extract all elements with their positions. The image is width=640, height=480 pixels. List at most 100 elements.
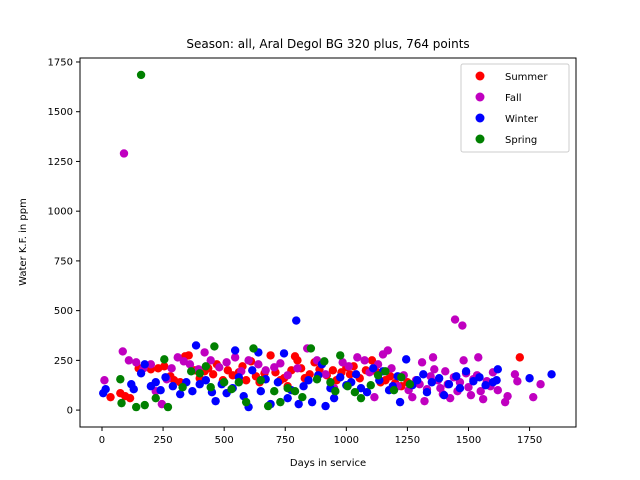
x-tick-label: 1250 — [395, 435, 420, 446]
data-point-fall — [430, 365, 439, 374]
data-point-winter — [401, 355, 411, 364]
data-point-winter — [292, 316, 301, 325]
data-point-fall — [458, 321, 467, 330]
data-point-summer — [345, 370, 355, 379]
data-point-spring — [356, 393, 366, 403]
y-tick-label: 0 — [67, 406, 73, 417]
x-axis-label: Days in service — [290, 458, 366, 469]
data-point-winter — [547, 370, 556, 379]
points-layer — [99, 70, 556, 412]
data-point-winter — [294, 399, 303, 409]
data-point-winter — [201, 376, 211, 385]
data-point-spring — [178, 383, 187, 392]
data-point-fall — [476, 386, 485, 396]
data-point-summer — [328, 366, 338, 375]
data-point-fall — [510, 370, 520, 379]
data-point-winter — [168, 382, 178, 391]
data-point-spring — [163, 402, 173, 412]
data-point-winter — [304, 376, 313, 385]
data-point-fall — [321, 370, 330, 379]
data-point-winter — [156, 386, 165, 395]
data-point-winter — [273, 378, 283, 387]
data-point-winter — [419, 370, 428, 379]
data-point-fall — [370, 392, 379, 402]
data-point-fall — [206, 356, 215, 365]
data-point-winter — [452, 372, 461, 381]
legend-box — [460, 63, 570, 153]
data-point-summer — [184, 351, 193, 360]
data-point-winter — [525, 374, 534, 383]
data-point-fall — [353, 353, 362, 362]
data-point-fall — [417, 358, 427, 367]
x-tick-label: 0 — [99, 435, 105, 446]
x-axis: 0 250 500 750 1000 1250 1500 1750 — [99, 427, 542, 446]
data-point-spring — [283, 384, 292, 393]
data-point-winter — [279, 349, 289, 358]
data-point-winter — [307, 397, 317, 407]
data-point-winter — [427, 378, 437, 387]
x-tick-label: 1500 — [456, 435, 481, 446]
plot-frame — [79, 57, 577, 428]
data-point-fall — [529, 392, 538, 402]
data-point-winter — [455, 384, 465, 393]
data-point-winter — [444, 380, 454, 389]
chart-title: Season: all, Aral Degol BG 320 plus, 764… — [186, 37, 469, 51]
data-point-fall — [441, 367, 450, 376]
data-point-summer — [125, 393, 135, 403]
data-point-spring — [405, 380, 415, 389]
data-point-spring — [219, 378, 229, 387]
data-point-summer — [266, 351, 275, 360]
data-point-winter — [461, 367, 471, 376]
data-point-fall — [408, 392, 417, 402]
data-point-spring — [210, 342, 219, 351]
data-point-winter — [140, 360, 149, 369]
data-point-spring — [331, 386, 340, 396]
y-tick-label: 1500 — [48, 107, 73, 118]
data-point-winter — [434, 374, 444, 383]
data-point-spring — [201, 362, 211, 371]
legend-label-winter: Winter — [505, 114, 539, 125]
x-tick-label: 1750 — [517, 435, 542, 446]
data-point-fall — [383, 346, 393, 355]
data-point-winter — [412, 376, 422, 385]
data-point-spring — [186, 367, 196, 376]
data-point-winter — [129, 385, 138, 394]
data-point-fall — [270, 363, 279, 372]
data-point-spring — [227, 385, 236, 394]
data-point-spring — [234, 378, 244, 387]
data-point-spring — [116, 375, 125, 384]
data-point-fall — [464, 383, 473, 392]
data-point-winter — [492, 376, 501, 385]
data-point-winter — [161, 373, 170, 382]
data-point-spring — [373, 371, 383, 380]
data-point-spring — [195, 369, 204, 378]
x-tick-label: 750 — [276, 435, 295, 446]
data-point-spring — [270, 386, 279, 396]
x-tick-label: 250 — [154, 435, 173, 446]
legend-label-spring: Spring — [505, 135, 537, 146]
data-point-winter — [329, 393, 339, 403]
data-point-winter — [321, 401, 330, 411]
data-point-fall — [428, 353, 438, 362]
data-point-fall — [215, 363, 224, 372]
data-point-fall — [222, 358, 231, 367]
data-point-winter — [136, 369, 146, 378]
data-point-spring — [366, 381, 375, 390]
data-point-winter — [351, 370, 361, 379]
y-tick-label: 1750 — [48, 57, 73, 68]
data-point-spring — [290, 386, 300, 396]
data-point-fall — [254, 360, 263, 369]
data-point-winter — [422, 387, 432, 397]
data-point-winter — [188, 386, 197, 396]
legend-marker-winter — [475, 113, 485, 123]
y-tick-label: 750 — [54, 256, 73, 267]
data-point-spring — [132, 402, 141, 412]
data-point-fall — [474, 353, 483, 362]
data-point-spring — [389, 386, 399, 395]
legend-marker-spring — [475, 134, 485, 144]
data-point-fall — [118, 347, 127, 356]
data-point-winter — [493, 365, 503, 374]
x-tick-label: 500 — [215, 435, 234, 446]
data-point-fall — [466, 390, 476, 400]
